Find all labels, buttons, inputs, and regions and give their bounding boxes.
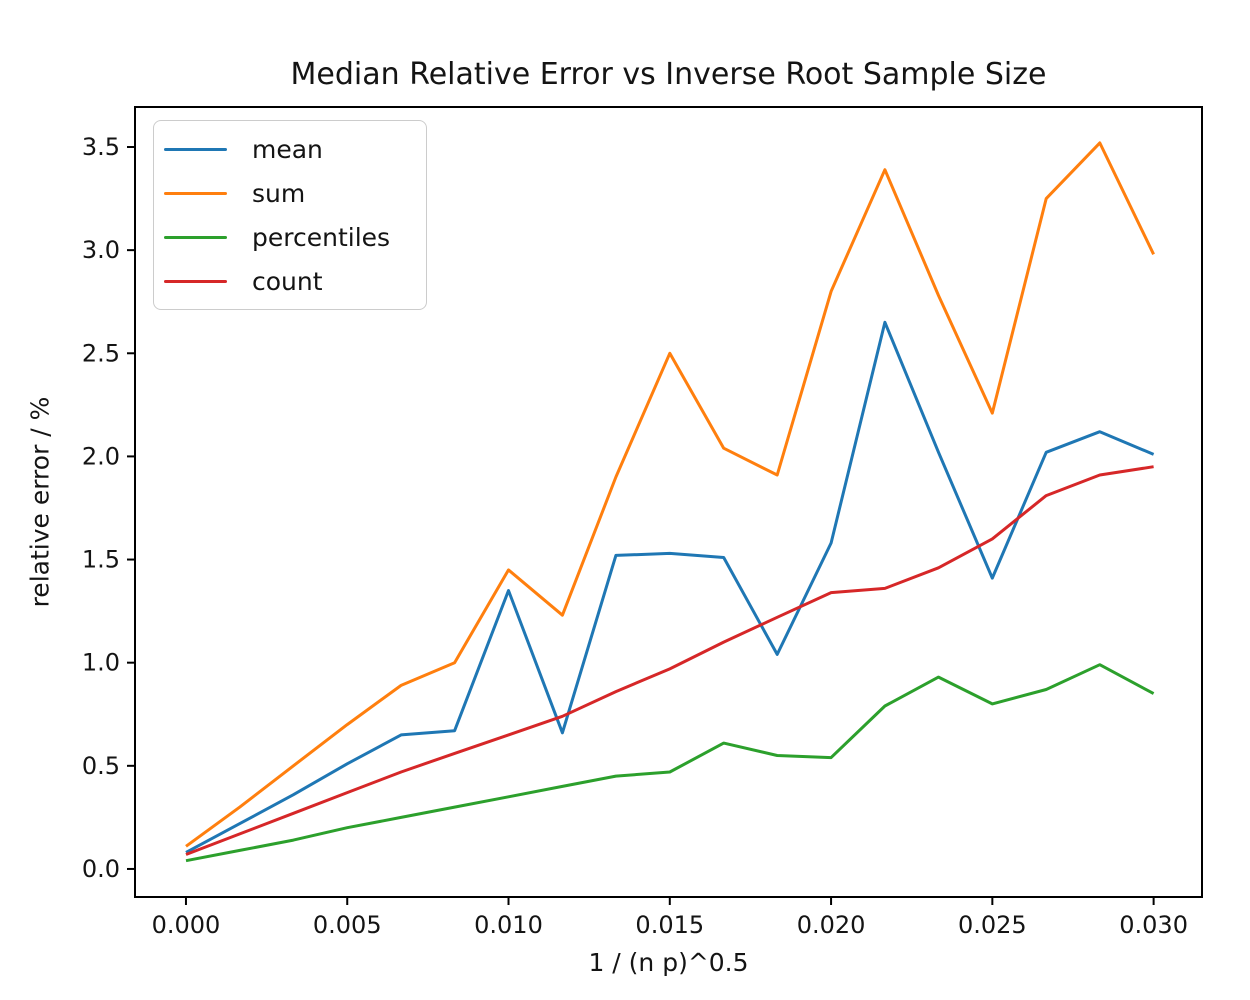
series-line-sum [185, 141, 1155, 848]
chart-title: Median Relative Error vs Inverse Root Sa… [290, 57, 1047, 92]
y-tick-label: 1.0 [82, 649, 120, 677]
y-tick-label: 1.5 [82, 546, 120, 574]
y-tick-label: 2.0 [82, 442, 120, 470]
legend-item-count: count [154, 259, 426, 303]
x-tick-label: 0.030 [1119, 911, 1188, 939]
legend-label: sum [252, 178, 306, 208]
legend-swatch-percentiles [164, 235, 227, 239]
legend: mean sum percentiles count [153, 120, 427, 310]
legend-item-mean: mean [154, 127, 426, 171]
series-line-percentiles [185, 663, 1155, 863]
y-tick-label: 3.0 [82, 236, 120, 264]
legend-label: mean [252, 134, 323, 164]
x-tick-label: 0.015 [635, 911, 704, 939]
y-axis-label-text: relative error / % [25, 396, 55, 608]
x-tick-label: 0.020 [797, 911, 866, 939]
series-line-count [185, 465, 1154, 856]
legend-swatch-count [164, 279, 227, 283]
y-tick-label: 0.5 [82, 752, 120, 780]
axes-spines [134, 106, 1203, 898]
x-tick-label: 0.010 [474, 911, 543, 939]
x-tick-label: 0.005 [313, 911, 382, 939]
x-tick-label: 0.025 [958, 911, 1027, 939]
y-tick-label: 3.5 [82, 133, 120, 161]
x-tick-label: 0.000 [152, 911, 221, 939]
x-axis-label: 1 / (n p)^0.5 [588, 948, 749, 977]
legend-label: count [252, 266, 323, 296]
series-line-mean [185, 320, 1155, 854]
legend-swatch-sum [164, 191, 227, 195]
legend-label: percentiles [252, 222, 391, 252]
y-tick-label: 0.0 [82, 855, 120, 883]
legend-swatch-mean [164, 147, 227, 151]
legend-item-sum: sum [154, 171, 426, 215]
legend-item-percentiles: percentiles [154, 215, 426, 259]
y-tick-label: 2.5 [82, 339, 120, 367]
